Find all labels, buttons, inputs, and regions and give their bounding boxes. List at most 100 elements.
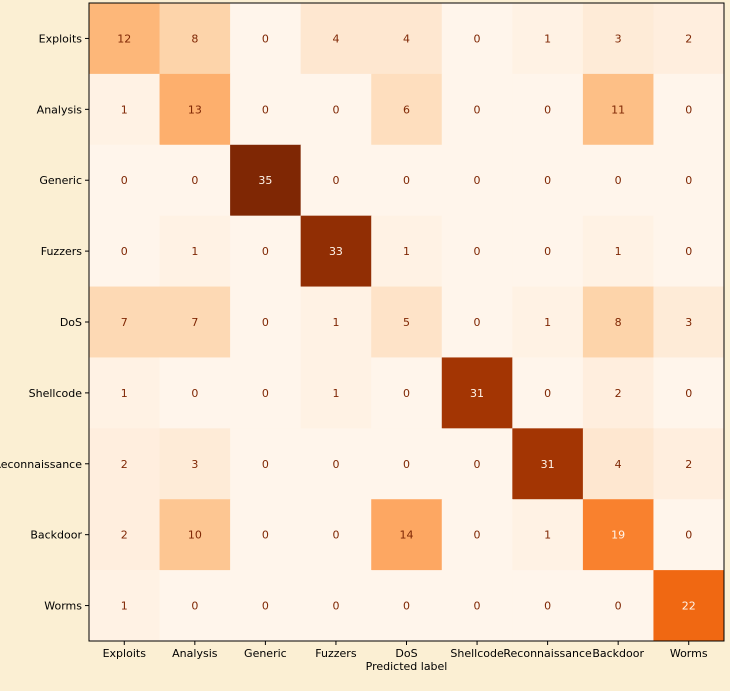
cell-value-5-1: 0 xyxy=(191,387,198,400)
cell-8-7 xyxy=(582,570,654,642)
cell-0-8 xyxy=(653,3,725,75)
cell-4-6 xyxy=(512,286,584,358)
cell-1-3 xyxy=(300,73,372,146)
cell-7-4 xyxy=(371,499,443,571)
cell-value-7-5: 0 xyxy=(474,529,481,542)
cell-value-0-2: 0 xyxy=(262,32,269,45)
cell-value-3-5: 0 xyxy=(474,245,481,258)
cell-value-2-1: 0 xyxy=(191,174,198,187)
y-tick-label-7: Backdoor xyxy=(30,529,82,542)
cell-value-2-3: 0 xyxy=(332,174,339,187)
cell-value-5-2: 0 xyxy=(262,387,269,400)
cell-5-1 xyxy=(159,357,231,429)
cell-value-5-0: 1 xyxy=(121,387,128,400)
cell-0-5 xyxy=(441,3,513,75)
cell-value-3-7: 1 xyxy=(615,245,622,258)
cell-1-0 xyxy=(89,73,161,146)
cell-value-6-5: 0 xyxy=(474,458,481,471)
cell-value-4-0: 7 xyxy=(121,316,128,329)
cell-8-8 xyxy=(653,570,725,642)
x-tick-label-2: Generic xyxy=(244,647,287,660)
cell-4-0 xyxy=(89,286,161,358)
cell-value-0-0: 12 xyxy=(117,32,131,45)
cell-2-2 xyxy=(230,144,302,217)
x-tick-label-8: Worms xyxy=(670,647,708,660)
cell-3-6 xyxy=(512,215,584,288)
cell-0-2 xyxy=(230,3,302,75)
cell-value-1-5: 0 xyxy=(474,103,481,116)
cell-0-1 xyxy=(159,3,231,75)
cell-0-0 xyxy=(89,3,161,75)
x-tick-label-5: Shellcode xyxy=(450,647,504,660)
cell-4-8 xyxy=(653,286,725,358)
cell-2-7 xyxy=(582,144,654,217)
cell-3-3 xyxy=(300,215,372,288)
cell-3-5 xyxy=(441,215,513,288)
cell-value-labels: 12 8 0 4 4 0 1 3 21 13 0 0 6 0 0 11 00 0 35 0 0 0 0 0 00 1 0 33 1 0 0 1… xyxy=(117,32,695,612)
cell-2-1 xyxy=(159,144,231,217)
cell-value-4-3: 1 xyxy=(332,316,339,329)
cell-value-1-3: 0 xyxy=(332,103,339,116)
cell-7-0 xyxy=(89,499,161,571)
cell-value-5-7: 2 xyxy=(615,387,622,400)
cell-value-4-6: 1 xyxy=(544,316,551,329)
cell-value-2-7: 0 xyxy=(615,174,622,187)
cell-value-0-5: 0 xyxy=(474,32,481,45)
cell-2-3 xyxy=(300,144,372,217)
cell-value-8-3: 0 xyxy=(332,600,339,613)
cell-2-6 xyxy=(512,144,584,217)
cell-4-1 xyxy=(159,286,231,358)
cell-value-3-3: 33 xyxy=(329,245,343,258)
cell-value-2-4: 0 xyxy=(403,174,410,187)
cell-value-3-6: 0 xyxy=(544,245,551,258)
cell-5-7 xyxy=(582,357,654,429)
cell-3-7 xyxy=(582,215,654,288)
cell-5-5 xyxy=(441,357,513,429)
cell-6-6 xyxy=(512,428,584,500)
cell-value-6-2: 0 xyxy=(262,458,269,471)
cell-8-4 xyxy=(371,570,443,642)
cell-value-6-7: 4 xyxy=(615,458,622,471)
cell-value-0-4: 4 xyxy=(403,32,410,45)
cell-value-7-6: 1 xyxy=(544,529,551,542)
cell-0-6 xyxy=(512,3,584,75)
cell-value-8-7: 0 xyxy=(615,600,622,613)
cell-value-2-8: 0 xyxy=(685,174,692,187)
y-tick-label-8: Worms xyxy=(44,600,82,613)
cell-0-3 xyxy=(300,3,372,75)
cell-4-3 xyxy=(300,286,372,358)
cell-5-4 xyxy=(371,357,443,429)
x-tick-label-0: Exploits xyxy=(103,647,147,660)
cell-value-0-8: 2 xyxy=(685,32,692,45)
cell-value-4-2: 0 xyxy=(262,316,269,329)
y-tick-label-4: DoS xyxy=(60,316,82,329)
y-tick-label-1: Analysis xyxy=(37,103,83,116)
y-tick-label-0: Exploits xyxy=(39,32,83,45)
cell-value-7-7: 19 xyxy=(611,529,625,542)
cell-2-4 xyxy=(371,144,443,217)
cell-value-3-2: 0 xyxy=(262,245,269,258)
cell-6-2 xyxy=(230,428,302,500)
cell-value-4-4: 5 xyxy=(403,316,410,329)
cell-3-8 xyxy=(653,215,725,288)
y-tick-label-5: Shellcode xyxy=(29,387,83,400)
cell-4-2 xyxy=(230,286,302,358)
cell-value-5-3: 1 xyxy=(332,387,339,400)
cell-6-3 xyxy=(300,428,372,500)
cell-8-5 xyxy=(441,570,513,642)
cell-value-5-8: 0 xyxy=(685,387,692,400)
cell-1-6 xyxy=(512,73,584,146)
cell-7-7 xyxy=(582,499,654,571)
heatmap-cells xyxy=(89,3,725,642)
cell-value-7-0: 2 xyxy=(121,529,128,542)
cell-7-6 xyxy=(512,499,584,571)
cell-6-5 xyxy=(441,428,513,500)
cell-value-4-1: 7 xyxy=(191,316,198,329)
x-tick-labels: Exploits Analysis Generic Fuzzers DoS Shellco… xyxy=(103,641,708,660)
cell-value-4-8: 3 xyxy=(685,316,692,329)
cell-2-8 xyxy=(653,144,725,217)
y-tick-label-6: Reconnaissance xyxy=(0,458,82,471)
cell-value-1-4: 6 xyxy=(403,103,410,116)
y-tick-labels: Exploits Analysis Generic Fuzzers DoS Shellco… xyxy=(0,32,89,613)
cell-1-1 xyxy=(159,73,231,146)
